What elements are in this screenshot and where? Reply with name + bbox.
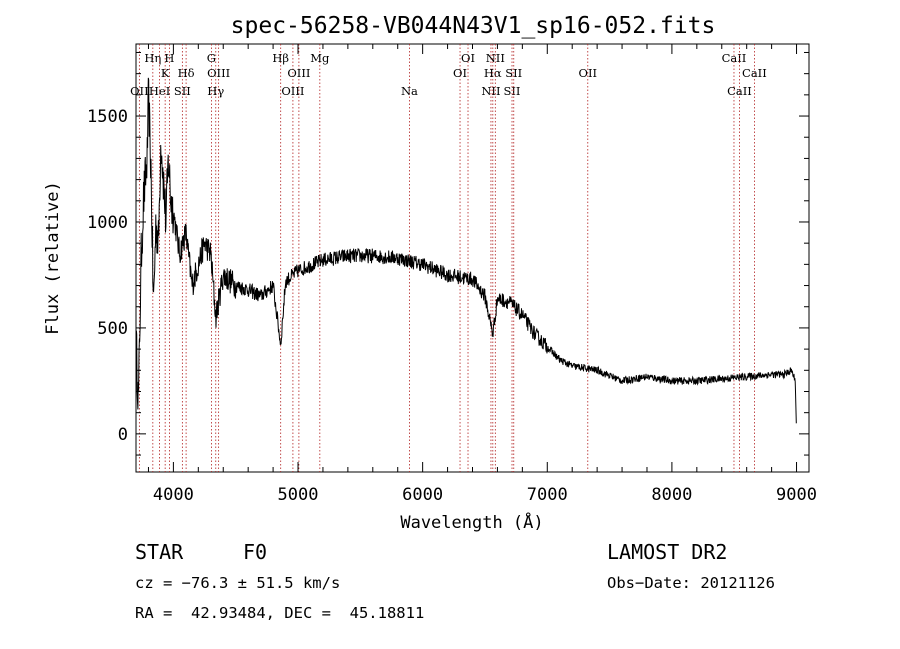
observation-date: Obs−Date: 20121126 — [607, 574, 775, 592]
x-axis-title: Wavelength (Å) — [400, 511, 543, 533]
line-label: OI — [461, 51, 475, 65]
y-tick-label: 0 — [118, 425, 128, 445]
x-tick-label: 8000 — [651, 485, 692, 505]
line-label: Hδ — [178, 66, 195, 80]
x-tick-label: 4000 — [153, 485, 194, 505]
y-tick-label: 1000 — [87, 213, 128, 233]
axis-ticks: 4000 5000 6000 7000 8000 9000 0 500 1000 1500 — [87, 44, 817, 505]
line-label: OII — [130, 84, 149, 98]
line-label: G — [207, 51, 216, 65]
line-label: OII — [579, 66, 598, 80]
line-label: CaII — [727, 84, 752, 98]
line-label: SII — [174, 84, 191, 98]
line-label: CaII — [722, 51, 747, 65]
y-axis-title: Flux (relative) — [43, 181, 63, 335]
line-label: Hγ — [207, 84, 224, 98]
line-label: Hβ — [272, 51, 289, 65]
emission-line-markers: OIIHηHeIKHSIIHδGHγOIIIHβOIIIOIIIMgNaOIOI… — [130, 44, 767, 472]
line-label: H — [164, 51, 174, 65]
line-label: HeI — [149, 84, 170, 98]
object-subclass: F0 — [243, 540, 268, 564]
survey-name: LAMOST DR2 — [607, 540, 728, 564]
line-label: OI — [453, 66, 467, 80]
line-label: Na — [401, 84, 418, 98]
plot-frame — [135, 43, 810, 473]
x-tick-label: 7000 — [527, 485, 568, 505]
x-tick-label: 6000 — [402, 485, 443, 505]
line-label: Mg — [310, 51, 330, 65]
line-label: NII — [481, 84, 500, 98]
line-label: SII — [505, 66, 522, 80]
sky-coordinates: RA = 42.93484, DEC = 45.18811 — [135, 604, 425, 622]
line-label: OIII — [287, 66, 310, 80]
y-tick-label: 500 — [97, 319, 128, 339]
spectrum-layer — [135, 77, 797, 424]
line-label: K — [161, 66, 170, 80]
object-class: STAR — [135, 540, 184, 564]
line-label: Hη — [144, 51, 161, 65]
y-tick-label: 1500 — [87, 107, 128, 127]
line-label: OIII — [281, 84, 304, 98]
redshift-value: cz = −76.3 ± 51.5 km/s — [135, 574, 341, 592]
line-label: Hα — [484, 66, 502, 80]
x-tick-label: 5000 — [278, 485, 319, 505]
line-label: OIII — [207, 66, 230, 80]
x-tick-label: 9000 — [776, 485, 817, 505]
chart-title: spec-56258-VB044N43V1_sp16-052.fits — [231, 13, 716, 39]
line-label: CaII — [742, 66, 767, 80]
line-label: SII — [504, 84, 521, 98]
line-label: NII — [486, 51, 505, 65]
spectrum-line — [135, 77, 797, 424]
